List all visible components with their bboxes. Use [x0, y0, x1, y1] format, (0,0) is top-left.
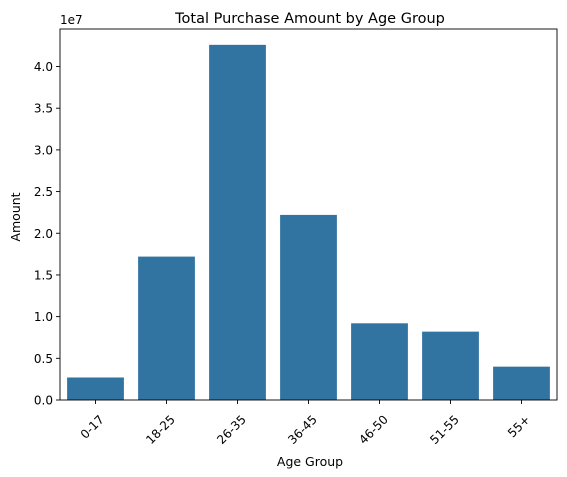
- x-axis-ticks: 0-17 18-25 26-35 36-45 46-50 51-55 55+: [78, 400, 533, 447]
- bar-0-17: [67, 377, 124, 400]
- bar-51-55: [422, 331, 479, 400]
- y-tick-label: 0.0: [34, 394, 53, 408]
- bar-55+: [493, 366, 550, 400]
- bar-36-45: [280, 214, 337, 400]
- x-tick-label: 36-45: [285, 412, 320, 447]
- x-tick-label: 46-50: [356, 412, 391, 447]
- x-tick-label: 18-25: [143, 412, 178, 447]
- y-tick-label: 3.5: [34, 102, 53, 116]
- y-tick-label: 2.5: [34, 185, 53, 199]
- x-tick-label: 51-55: [427, 412, 462, 447]
- y-axis-ticks: 0.0 0.5 1.0 1.5 2.0 2.5 3.0 3.5 4.0: [34, 60, 60, 408]
- y-axis-offset-label: 1e7: [60, 13, 83, 27]
- bar-46-50: [351, 323, 408, 400]
- x-axis-label: Age Group: [277, 454, 343, 469]
- y-axis-label: Amount: [8, 192, 23, 241]
- y-tick-label: 2.0: [34, 227, 53, 241]
- chart-title: Total Purchase Amount by Age Group: [174, 11, 445, 27]
- bar-18-25: [138, 256, 195, 400]
- y-tick-label: 1.0: [34, 310, 53, 324]
- y-tick-label: 3.0: [34, 143, 53, 157]
- y-tick-label: 4.0: [34, 60, 53, 74]
- bars: [67, 44, 550, 400]
- x-tick-label: 0-17: [78, 412, 107, 441]
- y-tick-label: 1.5: [34, 268, 53, 282]
- y-tick-label: 0.5: [34, 352, 53, 366]
- plot-area-frame: [59, 28, 558, 401]
- x-tick-label: 26-35: [214, 412, 249, 447]
- x-tick-label: 55+: [505, 412, 533, 440]
- bar-26-35: [209, 44, 266, 400]
